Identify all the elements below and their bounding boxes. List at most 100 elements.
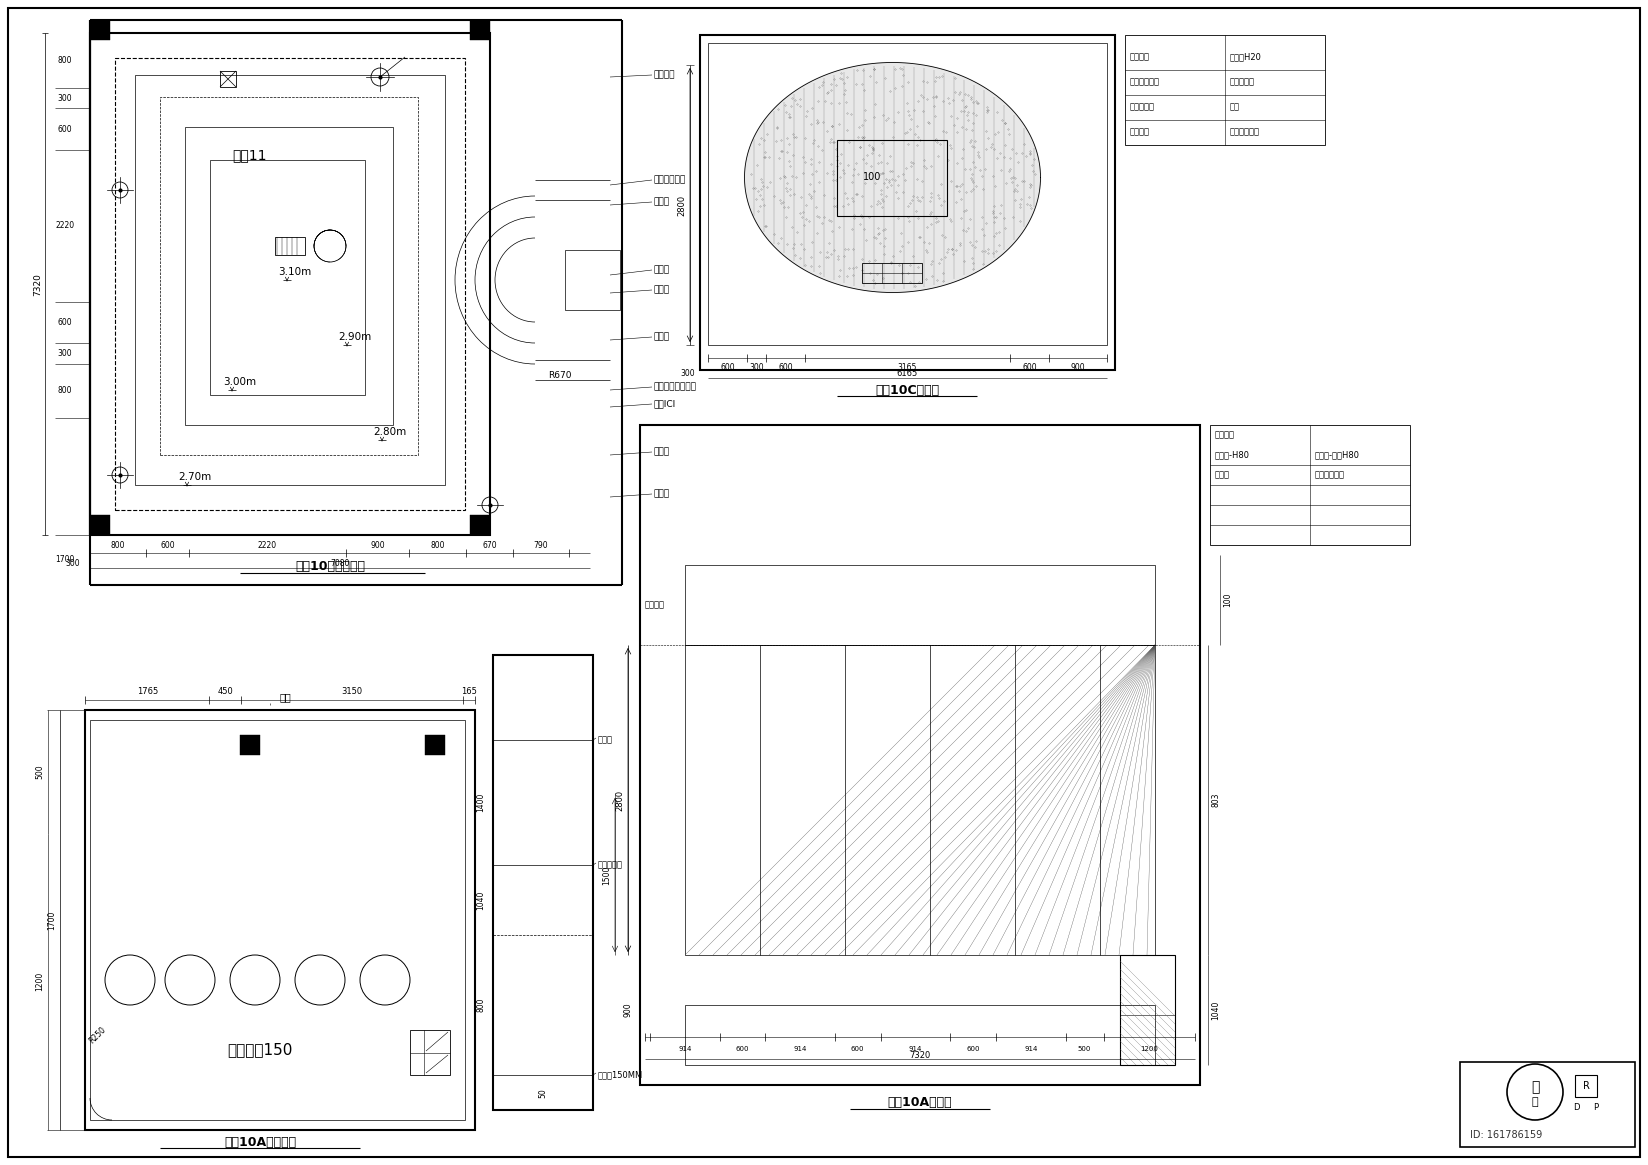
Text: 900: 900 bbox=[371, 541, 384, 550]
Text: 670: 670 bbox=[483, 541, 496, 550]
Text: 1500: 1500 bbox=[603, 866, 611, 884]
Text: 池台高150MM: 池台高150MM bbox=[598, 1071, 643, 1080]
Text: P: P bbox=[1594, 1102, 1599, 1111]
Text: 300: 300 bbox=[58, 348, 73, 358]
Text: 台在ICI: 台在ICI bbox=[654, 400, 676, 409]
Bar bbox=[709, 43, 1107, 345]
Text: 800: 800 bbox=[110, 541, 125, 550]
Text: 挡板: 挡板 bbox=[280, 692, 292, 702]
Text: 600: 600 bbox=[778, 363, 793, 373]
Text: 重装贴油漆板: 重装贴油漆板 bbox=[1315, 471, 1345, 480]
Bar bbox=[115, 58, 465, 510]
Text: 600: 600 bbox=[735, 1046, 750, 1052]
Text: 市顶区域: 市顶区域 bbox=[644, 600, 666, 609]
Text: 桌筒金高装饰: 桌筒金高装饰 bbox=[1131, 78, 1160, 86]
Text: 1765: 1765 bbox=[137, 687, 158, 697]
Text: 2220: 2220 bbox=[56, 221, 74, 231]
Text: 600: 600 bbox=[58, 125, 73, 134]
Text: 300: 300 bbox=[750, 363, 765, 373]
Text: R670: R670 bbox=[549, 370, 572, 380]
Text: 2800: 2800 bbox=[615, 790, 625, 811]
Text: 300: 300 bbox=[58, 93, 73, 103]
Text: 450: 450 bbox=[218, 687, 234, 697]
Bar bbox=[241, 735, 260, 755]
Bar bbox=[686, 1005, 1155, 1065]
Text: 2.70m: 2.70m bbox=[178, 472, 211, 482]
Text: 3150: 3150 bbox=[341, 687, 363, 697]
Text: 金箔纸: 金箔纸 bbox=[654, 198, 671, 206]
Text: 换气窗: 换气窗 bbox=[654, 489, 671, 499]
Text: 800: 800 bbox=[58, 56, 73, 65]
Text: 饰面板: 饰面板 bbox=[598, 735, 613, 744]
Text: 1400: 1400 bbox=[476, 792, 486, 812]
Bar bbox=[91, 33, 489, 535]
Text: 间辅灯: 间辅灯 bbox=[654, 447, 671, 457]
Text: 7320: 7320 bbox=[910, 1051, 931, 1059]
Text: 1040: 1040 bbox=[476, 890, 486, 910]
Text: 包间10顶棚平面图: 包间10顶棚平面图 bbox=[295, 560, 364, 573]
Text: 沙发位: 沙发位 bbox=[1215, 471, 1229, 480]
Bar bbox=[135, 75, 445, 485]
Bar bbox=[219, 71, 236, 87]
Text: 600: 600 bbox=[850, 1046, 865, 1052]
Text: 包间10A立面图: 包间10A立面图 bbox=[888, 1096, 953, 1109]
Text: 里纱构柱: 里纱构柱 bbox=[1131, 127, 1150, 136]
Bar bbox=[493, 655, 593, 1110]
Text: 3.10m: 3.10m bbox=[279, 267, 311, 277]
Text: 2.80m: 2.80m bbox=[374, 428, 407, 437]
Text: 914: 914 bbox=[1023, 1046, 1037, 1052]
Text: 914: 914 bbox=[677, 1046, 692, 1052]
Text: 市顶区域: 市顶区域 bbox=[1131, 52, 1150, 62]
Text: 3.00m: 3.00m bbox=[224, 377, 257, 387]
Text: 油漆饰-H80: 油漆饰-H80 bbox=[1215, 451, 1249, 459]
Text: 包间11: 包间11 bbox=[232, 148, 267, 162]
Bar bbox=[86, 709, 475, 1130]
Bar bbox=[91, 720, 465, 1120]
Text: 不锈钢支柱: 不锈钢支柱 bbox=[598, 861, 623, 869]
Text: 乘: 乘 bbox=[1531, 1097, 1538, 1107]
Text: 枫板见立剖图: 枫板见立剖图 bbox=[1229, 127, 1261, 136]
Text: 1700: 1700 bbox=[48, 910, 56, 930]
Bar bbox=[91, 20, 110, 40]
Text: 投影仪: 投影仪 bbox=[654, 332, 671, 341]
Bar bbox=[275, 236, 305, 255]
Text: 知: 知 bbox=[1531, 1080, 1539, 1094]
Text: 100: 100 bbox=[864, 172, 882, 183]
Bar bbox=[91, 515, 110, 535]
Text: 914: 914 bbox=[908, 1046, 923, 1052]
Text: 地台台高150: 地台台高150 bbox=[227, 1043, 293, 1058]
Bar bbox=[185, 127, 392, 425]
Bar bbox=[862, 262, 923, 282]
Bar bbox=[470, 20, 489, 40]
Bar bbox=[470, 515, 489, 535]
Bar bbox=[1126, 35, 1325, 144]
Text: 金箔纸: 金箔纸 bbox=[654, 285, 671, 295]
Text: 沙比利清漆: 沙比利清漆 bbox=[1229, 78, 1256, 86]
Text: 2220: 2220 bbox=[257, 541, 277, 550]
Text: 600: 600 bbox=[966, 1046, 981, 1052]
Text: 500: 500 bbox=[1078, 1046, 1091, 1052]
Text: 50: 50 bbox=[539, 1088, 547, 1097]
Text: 800: 800 bbox=[430, 541, 445, 550]
Bar bbox=[425, 735, 445, 755]
Text: 165: 165 bbox=[461, 687, 478, 697]
Text: 800: 800 bbox=[476, 997, 486, 1012]
Text: 803: 803 bbox=[1211, 792, 1221, 807]
Text: 500: 500 bbox=[36, 764, 44, 779]
Text: 1040: 1040 bbox=[1211, 1001, 1221, 1019]
Text: 600: 600 bbox=[1022, 363, 1037, 373]
Text: 2800: 2800 bbox=[677, 195, 687, 216]
Text: 300: 300 bbox=[66, 558, 81, 567]
Bar bbox=[160, 97, 419, 456]
Text: 1700: 1700 bbox=[56, 556, 74, 565]
Text: D: D bbox=[1572, 1102, 1579, 1111]
Text: 聚光筒灯: 聚光筒灯 bbox=[654, 71, 676, 79]
Bar bbox=[1575, 1075, 1597, 1097]
Text: R: R bbox=[1582, 1081, 1589, 1090]
Text: 牛边仕-装饰H80: 牛边仕-装饰H80 bbox=[1315, 451, 1360, 459]
Bar bbox=[1460, 1062, 1635, 1148]
Bar bbox=[1121, 955, 1175, 1065]
Text: 600: 600 bbox=[160, 541, 175, 550]
Text: 包间10C立面图: 包间10C立面图 bbox=[875, 383, 939, 396]
Bar bbox=[686, 565, 1155, 645]
